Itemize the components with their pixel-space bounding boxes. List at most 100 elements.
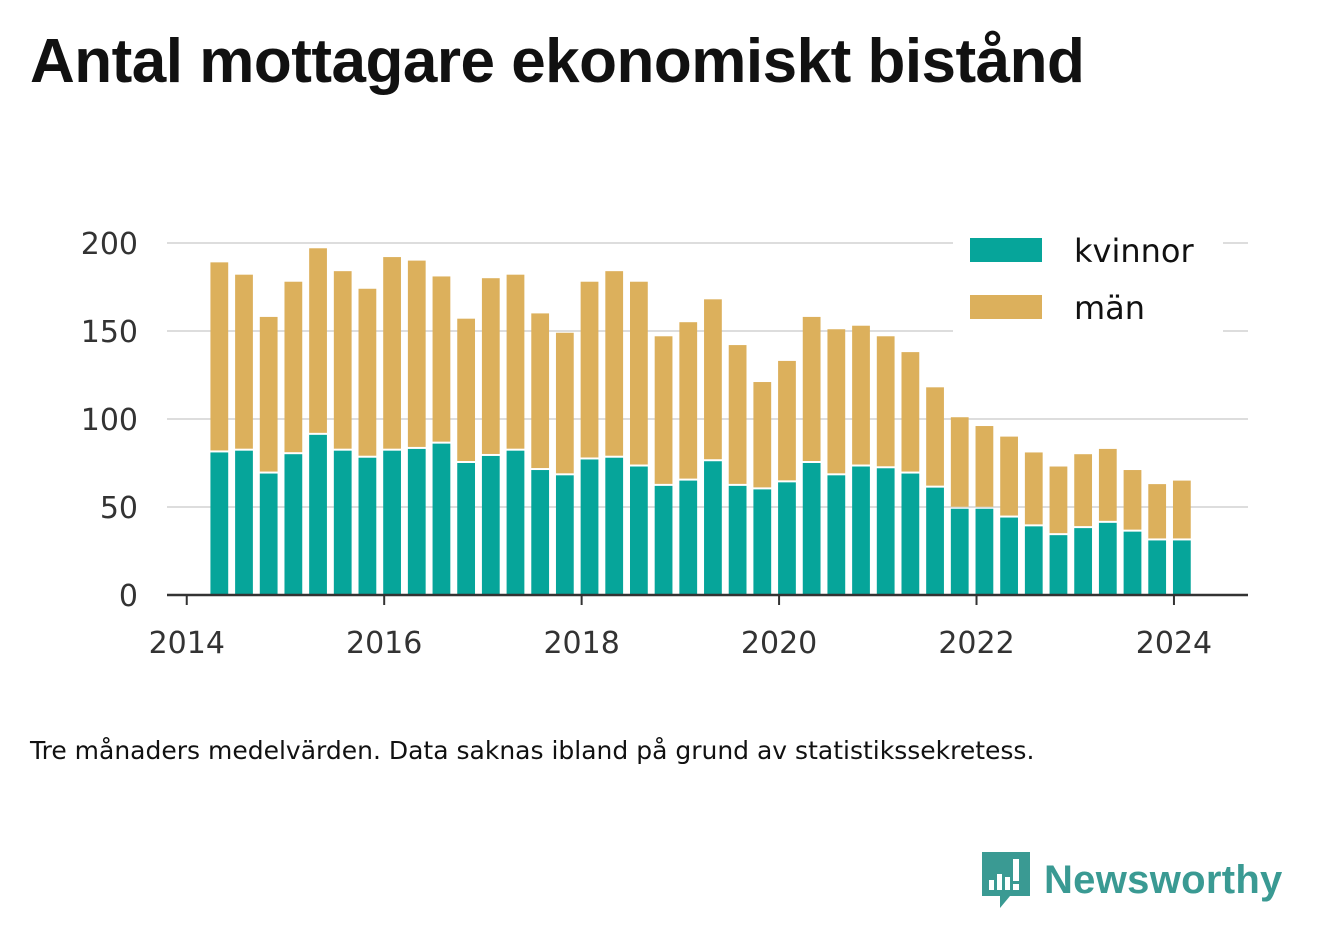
chart-footnote: Tre månaders medelvärden. Data saknas ib… [30,736,1035,765]
bar-män [457,318,476,461]
y-tick-label: 0 [119,579,138,614]
bar-kvinnor [1123,531,1142,595]
bar-män [975,426,994,507]
bar-män [852,325,870,465]
bar-kvinnor [1000,517,1018,595]
legend: kvinnor män [953,228,1223,336]
bar-kvinnor [432,443,451,595]
bars [210,248,1191,595]
brand-name: Newsworthy [1044,857,1283,902]
bar-män [481,278,500,454]
bar-kvinnor [1172,540,1191,595]
bar-kvinnor [235,450,253,595]
bar-kvinnor [679,480,698,595]
bar-män [753,382,772,488]
bar-män [333,271,352,449]
bar-män [383,257,401,449]
bar-män [728,345,747,484]
bar-kvinnor [1074,528,1093,595]
bar-kvinnor [1024,526,1043,595]
bar-kvinnor [802,463,821,595]
bar-kvinnor [901,473,920,595]
bar-män [284,281,303,453]
bar-kvinnor [950,508,969,595]
bar-män [630,281,648,465]
bar-män [1098,448,1117,521]
bar-män [926,387,944,486]
x-tick-label: 2018 [543,626,619,661]
legend-label-kvinnor: kvinnor [1074,232,1195,270]
bar-kvinnor [753,489,772,595]
x-tick-label: 2024 [1136,626,1212,661]
bar-kvinnor [309,434,327,595]
bar-kvinnor [1148,540,1167,595]
bar-kvinnor [333,450,352,595]
bar-kvinnor [728,485,747,595]
bar-kvinnor [259,473,278,595]
bar-kvinnor [383,450,401,595]
bar-män [555,332,574,474]
bar-män [580,281,599,458]
bar-kvinnor [778,482,796,595]
bar-kvinnor [926,487,944,595]
bar-män [605,271,624,456]
bar-män [901,352,920,472]
bar-kvinnor [704,461,722,595]
bar-kvinnor [358,457,377,595]
x-tick-label: 2020 [741,626,817,661]
x-tick-label: 2022 [938,626,1014,661]
bar-män [950,417,969,507]
bar-män [531,313,550,469]
bar-män [259,316,278,472]
bar-män [309,248,327,433]
bar-kvinnor [531,470,550,595]
newsworthy-logo-icon [982,852,1030,908]
bar-kvinnor [457,463,476,595]
bar-kvinnor [1049,535,1068,595]
bar-chart: 0 50 100 150 200 2014 2016 2018 2020 2022 2024 kvi… [81,227,1248,661]
bar-kvinnor [975,508,994,595]
y-tick-label: 200 [81,227,138,262]
bar-kvinnor [827,475,846,595]
axes: 0 50 100 150 200 2014 2016 2018 2020 2022 2024 [81,227,1248,661]
bar-män [1074,454,1093,527]
bar-kvinnor [555,475,574,595]
legend-swatch-kvinnor [970,238,1042,262]
brand-logo[interactable]: Newsworthy [980,850,1283,910]
bar-män [654,336,673,484]
bar-kvinnor [481,455,500,595]
bar-män [704,299,722,460]
bar-män [802,316,821,461]
chart-title: Antal mottagare ekonomiskt bistånd [30,27,1085,96]
bar-män [210,262,229,451]
bar-män [1172,480,1191,539]
bar-män [876,336,895,467]
bar-män [235,274,253,449]
bar-män [358,288,377,456]
bar-kvinnor [407,448,426,595]
bar-kvinnor [1098,522,1117,595]
bar-män [407,260,426,447]
bar-kvinnor [506,450,525,595]
bar-män [432,276,451,442]
bar-kvinnor [630,466,648,595]
bar-kvinnor [605,457,624,595]
bar-kvinnor [580,459,599,595]
bar-kvinnor [876,468,895,595]
bar-män [827,329,846,474]
bar-män [1024,452,1043,525]
bar-män [1148,484,1167,539]
bar-kvinnor [210,452,229,595]
bar-män [778,360,796,481]
bar-kvinnor [284,454,303,595]
bar-män [506,274,525,449]
y-tick-label: 150 [81,315,138,350]
y-tick-label: 50 [100,491,138,526]
bar-kvinnor [852,466,870,595]
bar-män [1049,466,1068,534]
legend-swatch-män [970,295,1042,319]
bar-kvinnor [654,485,673,595]
x-tick-label: 2016 [346,626,422,661]
legend-label-män: män [1074,289,1145,327]
bar-män [1123,470,1142,530]
